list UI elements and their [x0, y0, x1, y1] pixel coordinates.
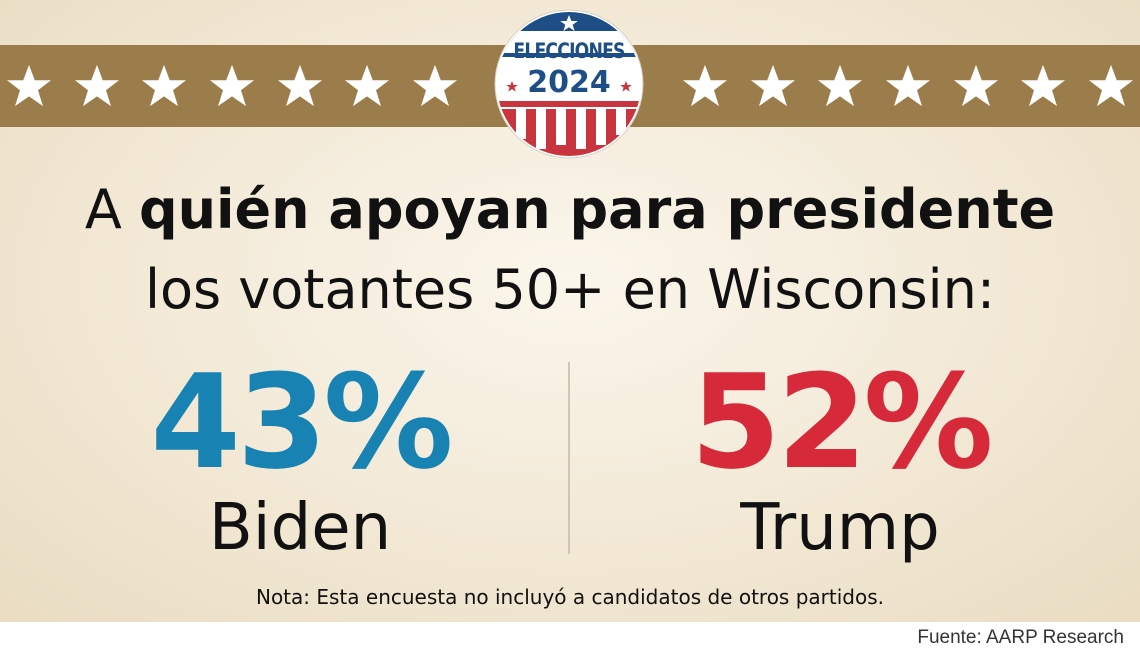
candidate-name: Biden	[208, 491, 392, 565]
elecciones-badge: ELECCIONES 2024	[494, 9, 644, 159]
stars-left	[6, 45, 458, 127]
source-credit: Fuente: AARP Research	[917, 627, 1124, 648]
headline-prefix: A	[84, 178, 139, 241]
star-icon	[750, 64, 795, 107]
percent-value: 52%	[690, 346, 993, 498]
footnote: Nota: Esta encuesta no incluyó a candida…	[255, 585, 884, 609]
star-icon	[818, 64, 863, 107]
result-biden: 43% Biden	[30, 352, 570, 568]
star-icon	[345, 64, 390, 107]
star-icon	[142, 64, 187, 107]
badge-label: ELECCIONES	[513, 39, 625, 63]
headline-line-2: los votantes 50+ en Wisconsin:	[144, 258, 996, 321]
star-icon	[209, 64, 255, 107]
divider	[568, 362, 570, 554]
star-icon	[412, 64, 457, 107]
percent-value: 43%	[150, 346, 453, 498]
star-icon	[1021, 64, 1066, 107]
badge-year: 2024	[527, 65, 611, 100]
stars-right	[682, 45, 1134, 127]
star-icon	[682, 64, 728, 107]
headline-bold: quién apoyan para presidente	[138, 178, 1056, 241]
star-icon	[74, 64, 119, 107]
headline-line-1: A quién apoyan para presidente	[0, 178, 1140, 242]
candidate-name: Trump	[740, 491, 940, 565]
star-icon	[885, 64, 931, 107]
star-icon	[277, 64, 322, 107]
star-icon	[953, 64, 998, 107]
infographic-card: ELECCIONES 2024 A quién apoyan para pres…	[0, 0, 1140, 622]
star-icon	[6, 64, 52, 107]
result-trump: 52% Trump	[570, 352, 1110, 568]
star-icon	[1088, 64, 1133, 107]
badge-circle-icon	[494, 9, 644, 159]
